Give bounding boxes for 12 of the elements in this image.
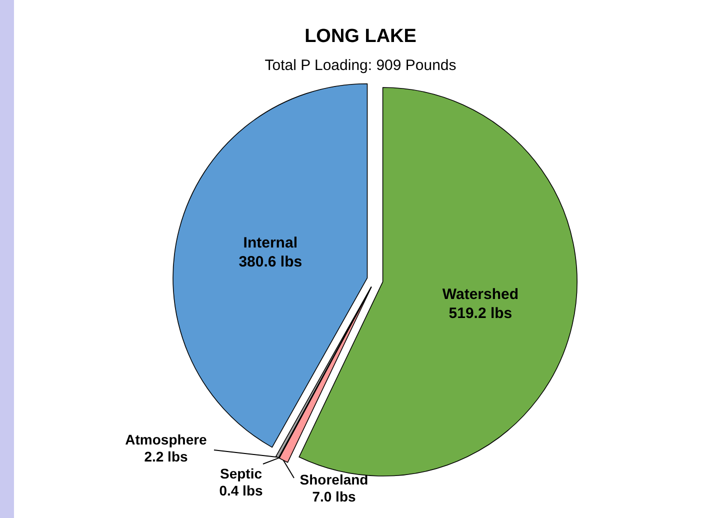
slice-label: Atmosphere [125,432,208,448]
slice-label: Septic [220,466,262,482]
slice-label: Internal [243,234,298,252]
data-label: 2.2 lbs [144,448,188,464]
data-label: 0.4 lbs [219,482,263,498]
slice-label: Shoreland [300,472,368,488]
chart-subtitle: Total P Loading: 909 Pounds [264,57,456,74]
slice-label: Watershed [442,286,519,303]
data-label: 7.0 lbs [312,488,356,504]
data-label: 519.2 lbs [448,304,512,322]
data-label: 380.6 lbs [238,254,302,271]
chart-title: LONG LAKE [304,26,416,47]
